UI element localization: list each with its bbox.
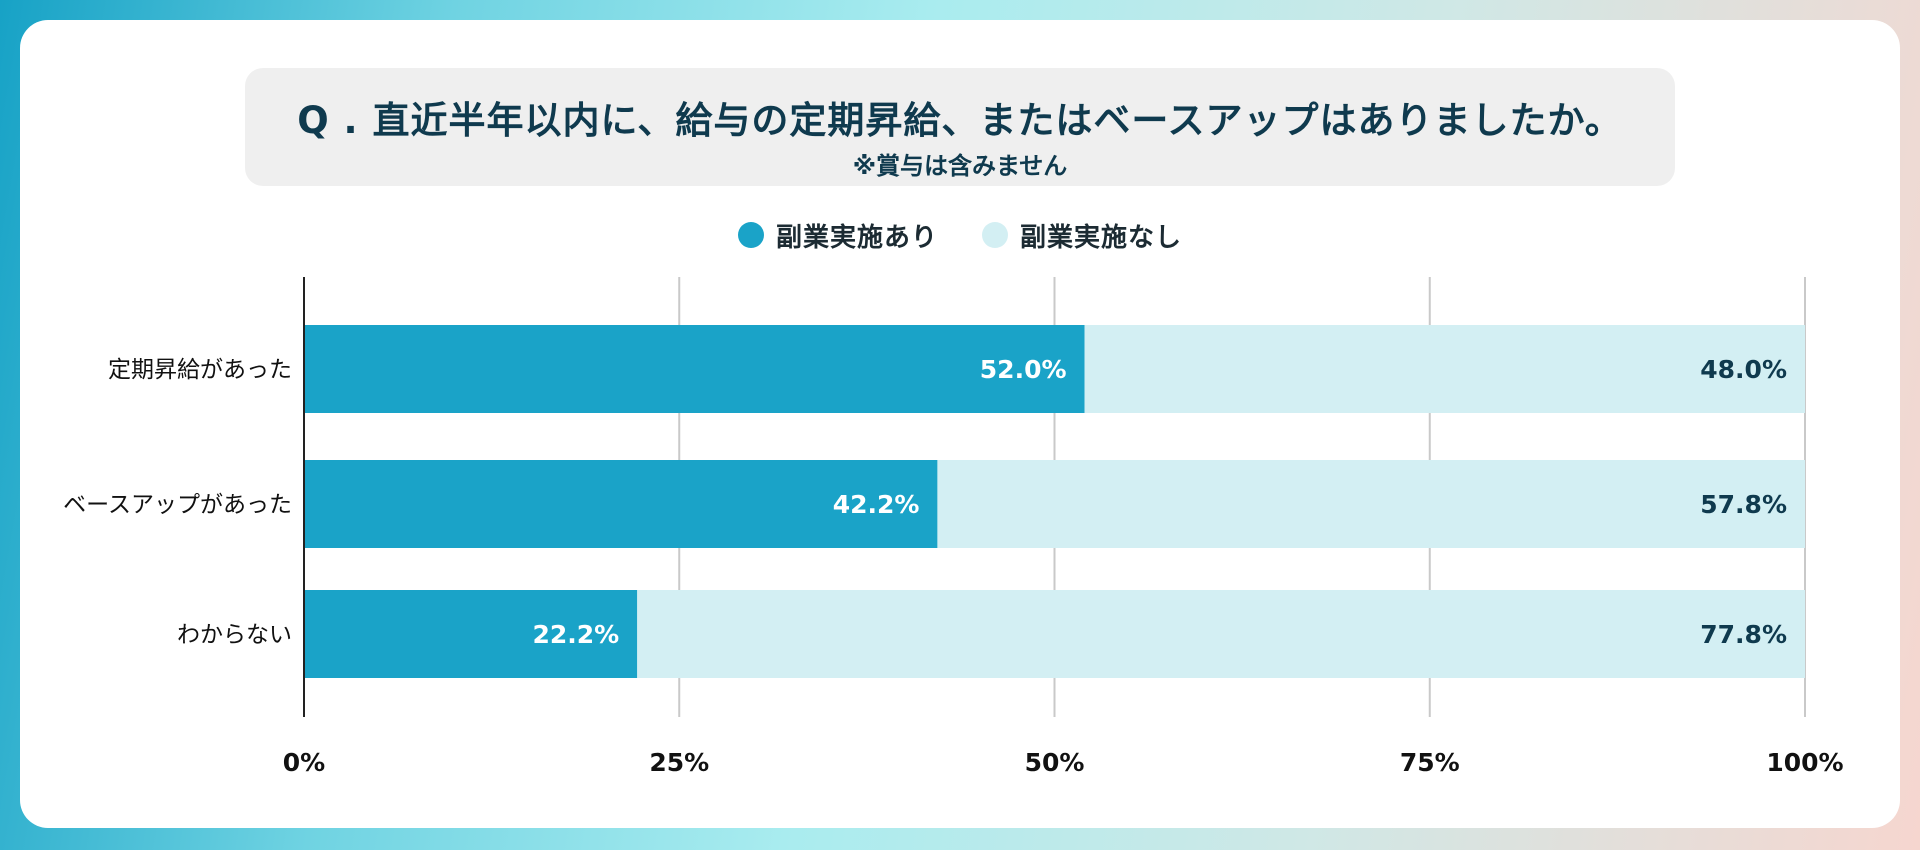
legend-label-series-2: 副業実施なし <box>1020 222 1183 253</box>
chart-title: Q . 直近半年以内に、給与の定期昇給、またはベースアップはありましたか。 <box>297 99 1623 142</box>
legend-item-series-1: 副業実施あり <box>737 217 938 254</box>
chart-subtitle: ※賞与は含みません <box>852 152 1068 180</box>
legend-swatch-series-1 <box>737 222 764 248</box>
chart-legend: 副業実施あり 副業実施なし <box>20 215 1900 255</box>
x-tick-label-50: 50% <box>1025 748 1085 777</box>
x-tick-label-75: 75% <box>1400 748 1460 777</box>
data-label-1-series-2: 48.0% <box>1700 355 1787 384</box>
bar-1-series-2 <box>1084 325 1805 413</box>
data-label-2-series-2: 57.8% <box>1700 490 1787 519</box>
data-label-2-series-1: 42.2% <box>833 490 920 519</box>
title-box: Q . 直近半年以内に、給与の定期昇給、またはベースアップはありましたか。 ※賞… <box>245 68 1675 186</box>
bar-3-series-2 <box>637 590 1806 678</box>
category-label-3: わからない <box>177 622 292 648</box>
x-tick-label-25: 25% <box>649 748 709 777</box>
legend-swatch-series-2 <box>982 222 1008 248</box>
bar-2-series-2 <box>937 460 1805 548</box>
data-label-3-series-2: 77.8% <box>1700 620 1787 649</box>
x-tick-label-0: 0% <box>283 748 325 777</box>
category-label-2: ベースアップがあった <box>63 492 292 518</box>
x-tick-label-100: 100% <box>1766 748 1843 777</box>
legend-label-series-1: 副業実施あり <box>775 222 938 253</box>
data-label-1-series-1: 52.0% <box>980 355 1067 384</box>
data-label-3-series-1: 22.2% <box>532 620 619 649</box>
bar-3-series-1 <box>304 590 638 678</box>
chart-card: Q . 直近半年以内に、給与の定期昇給、またはベースアップはありましたか。 ※賞… <box>20 20 1900 828</box>
bar-2-series-1 <box>304 460 938 548</box>
legend-item-series-2: 副業実施なし <box>982 217 1182 254</box>
category-label-1: 定期昇給があった <box>108 357 292 383</box>
chart-plot: 52.0% 48.0% 定期昇給があった 42.2% 57.8% ベースアップがあった 22… <box>63 277 1844 777</box>
bar-1-series-1 <box>304 325 1085 413</box>
